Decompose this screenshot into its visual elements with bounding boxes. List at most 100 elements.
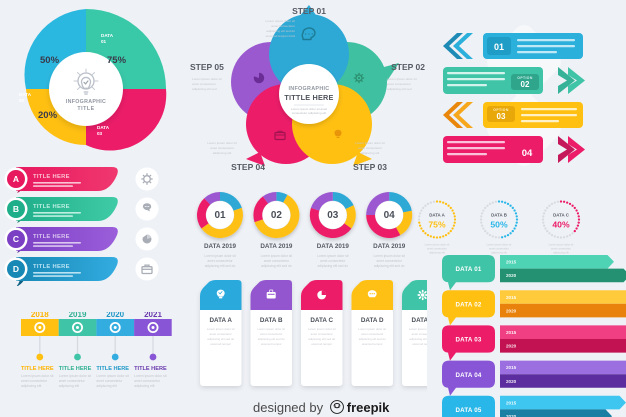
svg-text:STEP 02: STEP 02	[391, 62, 425, 72]
svg-text:2020: 2020	[506, 308, 517, 313]
svg-text:2015: 2015	[506, 330, 517, 335]
svg-text:TITLE HERE: TITLE HERE	[21, 366, 54, 372]
svg-text:B: B	[13, 204, 19, 214]
svg-text:amet consectetur: amet consectetur	[134, 379, 161, 383]
svg-text:Lorem ipsum dolor sit: Lorem ipsum dolor sit	[487, 243, 512, 247]
svg-text:amet consectetur: amet consectetur	[210, 332, 232, 336]
svg-text:A: A	[13, 174, 19, 184]
svg-text:02: 02	[19, 98, 25, 103]
svg-text:Lorem ipsum dolor sit: Lorem ipsum dolor sit	[387, 77, 417, 81]
svg-text:amet consectetur: amet consectetur	[210, 146, 234, 150]
svg-text:adipiscing elit sed: adipiscing elit sed	[387, 87, 412, 91]
svg-text:adipiscing elit: adipiscing elit	[429, 251, 445, 255]
svg-text:Lorem ipsum dolor sit: Lorem ipsum dolor sit	[257, 327, 285, 331]
svg-text:TITLE HERE: TITLE HERE	[59, 366, 92, 372]
svg-text:adipiscing elit sed do: adipiscing elit sed do	[317, 264, 348, 268]
svg-text:2020: 2020	[506, 379, 517, 384]
svg-text:Lorem ipsum dolor sit: Lorem ipsum dolor sit	[204, 254, 236, 258]
svg-text:Lorem ipsum dolor sit: Lorem ipsum dolor sit	[192, 77, 222, 81]
svg-text:Lorem ipsum dolor sit: Lorem ipsum dolor sit	[425, 243, 450, 247]
svg-text:50%: 50%	[490, 220, 508, 230]
svg-text:Lorem ipsum dolor sit: Lorem ipsum dolor sit	[549, 243, 574, 247]
svg-text:Lorem ipsum dolor sit: Lorem ipsum dolor sit	[265, 19, 295, 23]
svg-text:eiusmod tempor incid: eiusmod tempor incid	[266, 34, 296, 38]
svg-text:01: 01	[494, 42, 504, 52]
svg-text:adipiscing elit: adipiscing elit	[491, 251, 507, 255]
svg-text:DATA 2019: DATA 2019	[317, 243, 350, 250]
svg-text:Lorem ipsum dolor sit: Lorem ipsum dolor sit	[134, 374, 166, 378]
svg-text:01: 01	[101, 39, 107, 44]
svg-text:Lorem ipsum dolor sit: Lorem ipsum dolor sit	[358, 327, 386, 331]
svg-text:TITLE HERE: TITLE HERE	[33, 264, 70, 270]
svg-text:Lorem ipsum dolor sit: Lorem ipsum dolor sit	[59, 374, 91, 378]
svg-text:amet consectetur: amet consectetur	[358, 146, 382, 150]
svg-text:40%: 40%	[552, 220, 570, 230]
svg-text:DATA B: DATA B	[260, 317, 283, 324]
svg-text:DATA 2019: DATA 2019	[373, 243, 406, 250]
svg-text:amet consectetur: amet consectetur	[264, 259, 290, 263]
svg-text:amet consectetur: amet consectetur	[59, 379, 86, 383]
svg-text:50%: 50%	[40, 55, 60, 66]
svg-text:amet consectetur: amet consectetur	[387, 82, 411, 86]
svg-text:TITTLE HERE: TITTLE HERE	[284, 93, 333, 102]
svg-text:adipiscing elit: adipiscing elit	[134, 384, 154, 388]
svg-text:TITLE HERE: TITLE HERE	[33, 234, 70, 240]
svg-text:Lorem ipsum dolor sit: Lorem ipsum dolor sit	[21, 374, 53, 378]
svg-text:DATA C: DATA C	[310, 317, 333, 324]
svg-text:03: 03	[327, 210, 339, 221]
svg-text:amet consectetur: amet consectetur	[192, 82, 216, 86]
svg-text:04: 04	[522, 148, 533, 159]
svg-text:amet consectetur: amet consectetur	[412, 332, 427, 336]
svg-text:amet consectetur: amet consectetur	[377, 259, 403, 263]
svg-text:adipiscing elit: adipiscing elit	[361, 151, 380, 155]
svg-text:TITLE HERE: TITLE HERE	[33, 174, 70, 180]
svg-text:DATA E: DATA E	[412, 317, 427, 324]
svg-text:DATA 04: DATA 04	[455, 372, 481, 379]
svg-text:2019: 2019	[69, 312, 87, 319]
svg-text:TITLE HERE: TITLE HERE	[33, 204, 70, 210]
svg-text:STEP 04: STEP 04	[231, 162, 265, 172]
svg-text:2020: 2020	[106, 312, 124, 319]
svg-text:adipiscing elit sed do: adipiscing elit sed do	[207, 337, 234, 341]
svg-text:D: D	[13, 264, 19, 274]
svg-text:02: 02	[521, 80, 530, 89]
svg-text:TITLE: TITLE	[77, 106, 94, 112]
svg-text:eiusmod tempor: eiusmod tempor	[210, 342, 231, 346]
svg-text:adipiscing elit sed do: adipiscing elit sed do	[258, 337, 285, 341]
svg-text:adipiscing elit: adipiscing elit	[213, 151, 232, 155]
svg-text:amet consectetur: amet consectetur	[207, 259, 233, 263]
svg-text:DATA B: DATA B	[491, 213, 507, 218]
svg-text:DATA 05: DATA 05	[455, 407, 481, 414]
svg-text:75%: 75%	[428, 220, 446, 230]
svg-text:2015: 2015	[506, 400, 517, 405]
svg-text:DATA 02: DATA 02	[455, 301, 481, 308]
svg-text:adipiscing elit sed do: adipiscing elit sed do	[266, 29, 295, 33]
svg-text:DATA 2019: DATA 2019	[260, 243, 293, 250]
svg-text:2015: 2015	[506, 260, 517, 265]
svg-text:75%: 75%	[107, 55, 127, 66]
svg-text:DATA A: DATA A	[429, 213, 445, 218]
svg-text:adipiscing elit sed do: adipiscing elit sed do	[205, 264, 236, 268]
svg-text:DATA A: DATA A	[210, 317, 233, 324]
svg-text:DATA 01: DATA 01	[455, 266, 481, 273]
svg-text:2015: 2015	[506, 295, 517, 300]
svg-text:DATA 2019: DATA 2019	[204, 243, 237, 250]
svg-text:amet consectetur: amet consectetur	[361, 332, 383, 336]
svg-text:adipiscing elit: adipiscing elit	[96, 384, 116, 388]
svg-text:20%: 20%	[38, 110, 58, 121]
svg-text:adipiscing elit: adipiscing elit	[553, 251, 569, 255]
svg-text:amet consectetur: amet consectetur	[427, 247, 447, 251]
svg-text:Lorem ipsum dolor sit: Lorem ipsum dolor sit	[317, 254, 349, 258]
svg-text:DATA D: DATA D	[361, 317, 384, 324]
svg-text:Lorem ipsum dolor sit: Lorem ipsum dolor sit	[96, 374, 128, 378]
svg-text:adipiscing elit sed do: adipiscing elit sed do	[409, 337, 427, 341]
svg-text:STEP 05: STEP 05	[190, 62, 224, 72]
svg-text:eiusmod tempor: eiusmod tempor	[362, 342, 383, 346]
svg-text:DATA C: DATA C	[553, 213, 570, 218]
svg-text:eiusmod tempor: eiusmod tempor	[311, 342, 332, 346]
svg-text:Lorem ipsum dolor sit: Lorem ipsum dolor sit	[409, 327, 427, 331]
svg-text:amet consectetur: amet consectetur	[21, 379, 48, 383]
svg-text:2020: 2020	[506, 344, 517, 349]
svg-text:eiusmod tempor: eiusmod tempor	[412, 342, 427, 346]
svg-text:amet consectetur: amet consectetur	[311, 332, 333, 336]
